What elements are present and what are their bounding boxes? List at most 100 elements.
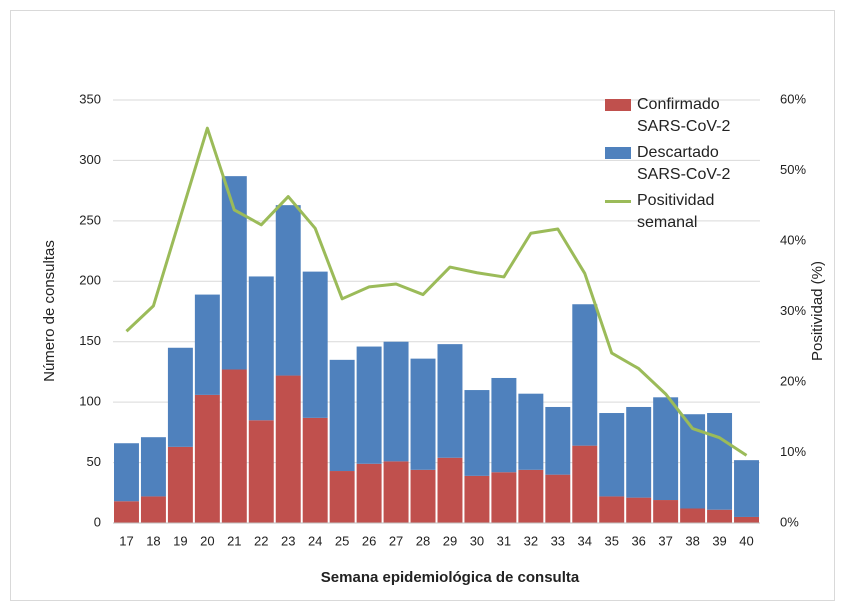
- bar-segment: [302, 417, 328, 523]
- frame-border: [10, 10, 835, 601]
- bar-segment: [491, 377, 517, 473]
- bar-segment: [734, 460, 759, 517]
- y-tick-label: 250: [79, 212, 101, 227]
- y2-tick-label: 50%: [780, 162, 806, 177]
- y2-tick-label: 30%: [780, 303, 806, 318]
- y-tick-label: 350: [79, 91, 101, 106]
- x-tick-label: 20: [200, 533, 214, 548]
- bar-segment: [194, 394, 220, 523]
- legend-swatch: [605, 99, 631, 111]
- x-tick-label: 40: [739, 533, 753, 548]
- y-tick-label: 100: [79, 394, 101, 409]
- x-axis-title: Semana epidemiológica de consulta: [321, 569, 580, 586]
- bar-segment: [167, 347, 193, 447]
- legend-item: Descartado SARS-CoV-2: [605, 142, 755, 186]
- bar-segment: [383, 341, 409, 462]
- x-tick-label: 33: [551, 533, 565, 548]
- x-tick-label: 27: [389, 533, 403, 548]
- bar-segment: [653, 500, 679, 523]
- bar-segment: [680, 508, 706, 523]
- bar-segment: [545, 406, 571, 475]
- bar-segment: [437, 457, 463, 523]
- bar-segment: [545, 474, 571, 523]
- bar-segment: [626, 497, 652, 523]
- x-tick-label: 31: [497, 533, 511, 548]
- y2-tick-label: 10%: [780, 444, 806, 459]
- bar-segment: [572, 445, 598, 523]
- x-tick-label: 32: [524, 533, 538, 548]
- bar-segment: [572, 304, 598, 446]
- bar-segment: [275, 375, 301, 523]
- positivity-line: [125, 126, 748, 457]
- bar-segment: [302, 271, 328, 418]
- y-axis-title: Número de consultas: [41, 240, 58, 382]
- x-tick-label: 34: [578, 533, 592, 548]
- bar-segment: [653, 397, 679, 501]
- y-tick-label: 150: [79, 333, 101, 348]
- bar-segment: [464, 475, 490, 523]
- x-tick-label: 30: [470, 533, 484, 548]
- legend-label: Positividad semanal: [637, 192, 715, 231]
- bar-segment: [410, 358, 436, 470]
- y2-tick-label: 20%: [780, 373, 806, 388]
- legend-label: Confirmado SARS-CoV-2: [637, 96, 731, 135]
- x-tick-label: 25: [335, 533, 349, 548]
- bar-segment: [275, 205, 301, 376]
- bar-segment: [248, 276, 274, 421]
- x-tick-label: 19: [173, 533, 187, 548]
- y-tick-label: 0: [94, 514, 101, 529]
- bar-segment: [329, 471, 355, 523]
- legend-item: Confirmado SARS-CoV-2: [605, 94, 755, 138]
- x-tick-label: 22: [254, 533, 268, 548]
- bar-segment: [626, 406, 652, 498]
- legend-swatch: [605, 200, 631, 203]
- bar-segment: [518, 469, 544, 523]
- x-tick-label: 21: [227, 533, 241, 548]
- x-tick-label: 18: [146, 533, 160, 548]
- bar-segment: [221, 176, 247, 370]
- legend: Confirmado SARS-CoV-2 Descartado SARS-CoV…: [605, 94, 755, 238]
- bar-segment: [599, 413, 625, 497]
- bar-segment: [194, 294, 220, 395]
- y2-tick-label: 60%: [780, 91, 806, 106]
- y2-tick-label: 0%: [780, 514, 799, 529]
- x-tick-label: 36: [631, 533, 645, 548]
- bar-segment: [114, 501, 139, 523]
- x-tick-label: 28: [416, 533, 430, 548]
- bar-segment: [491, 472, 517, 523]
- bar-segment: [167, 446, 193, 523]
- bar-segment: [707, 509, 733, 523]
- x-tick-label: 29: [443, 533, 457, 548]
- x-tick-label: 38: [685, 533, 699, 548]
- y-tick-label: 50: [87, 454, 101, 469]
- legend-swatch: [605, 147, 631, 159]
- x-tick-label: 37: [658, 533, 672, 548]
- bar-segment: [356, 463, 382, 523]
- y2-tick-label: 40%: [780, 232, 806, 247]
- bar-segment: [248, 420, 274, 523]
- bar-segment: [437, 344, 463, 458]
- bar-segment: [734, 516, 759, 523]
- bar-segment: [329, 359, 355, 472]
- bar-segment: [140, 437, 166, 497]
- x-tick-label: 35: [604, 533, 618, 548]
- bar-segment: [599, 496, 625, 523]
- bar-segment: [410, 469, 436, 523]
- y-tick-label: 300: [79, 152, 101, 167]
- bar-segment: [221, 369, 247, 523]
- y2-axis-title: Positividad (%): [809, 261, 826, 361]
- bar-segment: [140, 496, 166, 523]
- x-tick-label: 17: [119, 533, 133, 548]
- y-tick-label: 200: [79, 273, 101, 288]
- x-tick-label: 26: [362, 533, 376, 548]
- x-tick-label: 23: [281, 533, 295, 548]
- bar-segment: [464, 390, 490, 476]
- bar-segment: [356, 346, 382, 464]
- bar-segment: [383, 461, 409, 523]
- bar-segment: [707, 413, 733, 510]
- x-tick-label: 24: [308, 533, 322, 548]
- legend-item: Positividad semanal: [605, 190, 755, 234]
- bar-segment: [114, 443, 139, 502]
